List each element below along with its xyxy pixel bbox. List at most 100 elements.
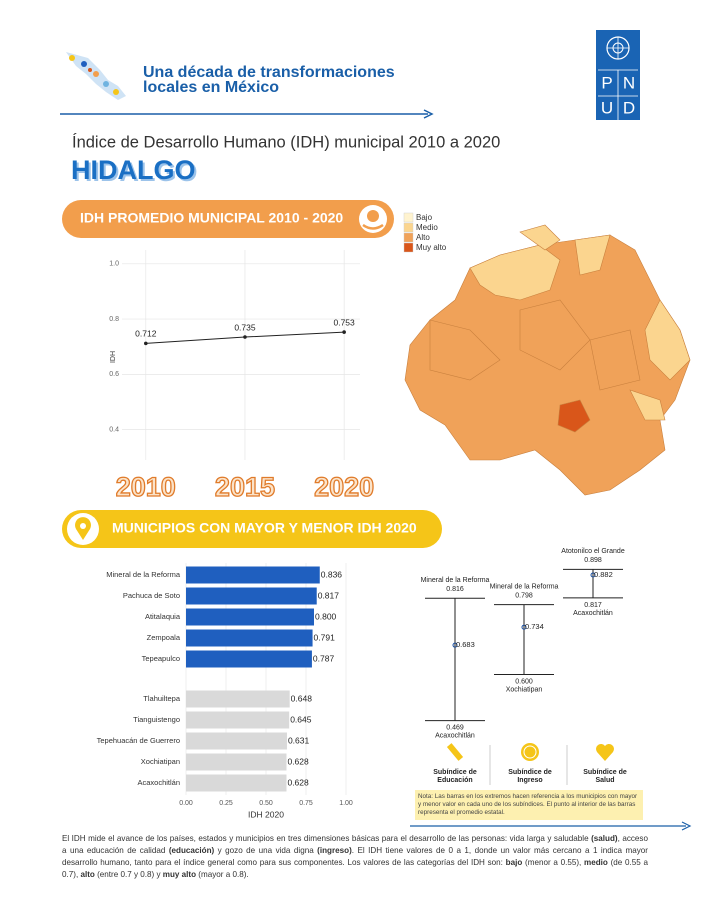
subtitle: Índice de Desarrollo Humano (IDH) munici… (72, 132, 500, 151)
footer-segment: (menor a 0.55), (522, 858, 585, 867)
bar (186, 753, 287, 771)
header-title: locales en México (143, 79, 279, 96)
banner-icon (367, 210, 379, 222)
note: Nota: Las barras en los extremos hacen r… (415, 790, 643, 820)
footer-segment: (mayor a 0.8). (196, 870, 249, 879)
value-label: 0.836 (321, 569, 343, 579)
footer-segment: bajo (505, 858, 523, 867)
min-name: Xochiatipan (506, 686, 543, 693)
x-axis-label: IDH 2020 (248, 809, 284, 819)
state-shadow: HIDALGO (73, 157, 198, 187)
bar (186, 732, 287, 750)
bar (186, 629, 313, 647)
logo-letter: U (601, 98, 613, 117)
data-point (144, 341, 148, 346)
footer-segment: (de 0.55 a 0.7), (62, 858, 648, 879)
data-label: 0.712 (135, 329, 157, 339)
min-value: 0.600 (515, 678, 533, 685)
max-name: Atotonilco el Grande (561, 548, 625, 555)
footer-segment: El IDH mide el avance de los países, est… (62, 834, 592, 843)
state-title: HIDALGO (71, 155, 196, 185)
bar (186, 690, 290, 708)
max-value: 0.898 (584, 557, 602, 564)
category-label: Xochiatipan (141, 757, 180, 766)
footer-segment: (entre 0.7 y 0.8) y (94, 870, 163, 879)
value-label: 0.628 (287, 756, 309, 766)
mean-label: 0.882 (594, 570, 613, 579)
subindex-label: Educación (437, 777, 472, 784)
banner-icon (362, 223, 384, 230)
footer-segment: (educación) (168, 846, 215, 855)
bar (186, 711, 290, 729)
value-label: 0.628 (287, 777, 309, 787)
bar (186, 650, 312, 668)
x-tick-label: 0.25 (219, 800, 233, 807)
subindex-icon (446, 743, 464, 761)
subindex-icon (596, 744, 614, 761)
data-point (243, 335, 247, 339)
mean-label: 0.683 (456, 640, 475, 649)
bar (186, 774, 287, 792)
min-name: Acaxochitlán (435, 733, 475, 740)
mean-label: 0.734 (525, 622, 544, 631)
category-label: Tianguistengo (133, 715, 180, 724)
section-banner (62, 510, 442, 548)
x-tick-label: 2015 (215, 472, 275, 502)
min-name: Acaxochitlán (573, 610, 613, 617)
pnud-logo (596, 30, 640, 120)
category-label: Atitalaquia (145, 612, 181, 621)
x-tick-label: 1.00 (339, 800, 353, 807)
value-label: 0.787 (313, 653, 335, 663)
value-label: 0.817 (318, 590, 340, 600)
bar (186, 587, 317, 605)
legend-swatch (403, 212, 414, 223)
subindex-label: Subíndice de (433, 769, 477, 776)
min-value: 0.817 (584, 602, 602, 609)
subindex-icon (523, 745, 537, 759)
data-point (342, 330, 346, 334)
data-label: 0.753 (333, 317, 355, 327)
y-tick-label: 1.0 (109, 261, 119, 268)
footer-segment: (ingreso) (317, 846, 352, 855)
logo-letter: P (601, 73, 612, 92)
header-title: Una década de transformaciones (143, 64, 395, 81)
footer-segment: alto (80, 870, 95, 879)
x-tick-label: 0.75 (299, 800, 313, 807)
y-tick-label: 0.6 (109, 371, 119, 378)
max-name: Mineral de la Reforma (421, 577, 490, 584)
value-label: 0.648 (291, 693, 313, 703)
footer-segment: y gozo de una vida digna (214, 846, 318, 855)
value-label: 0.791 (314, 632, 336, 642)
state-map (404, 224, 691, 496)
mean-point (452, 642, 458, 648)
footer-text: El IDH mide el avance de los países, est… (62, 833, 648, 881)
footer-segment: , acceso a una educación de calidad (62, 834, 648, 855)
category-label: Mineral de la Reforma (106, 570, 181, 579)
value-label: 0.800 (315, 611, 337, 621)
category-label: Tepehuacán de Guerrero (97, 736, 180, 745)
y-tick-label: 0.4 (109, 426, 119, 433)
category-label: Tlahuiltepa (143, 694, 181, 703)
x-tick-label: 2010 (116, 472, 176, 502)
data-label: 0.735 (234, 322, 256, 332)
category-label: Zempoala (147, 633, 181, 642)
legend-swatch (403, 242, 414, 253)
legend-label: Muy alto (416, 243, 447, 252)
mexico-logo (66, 52, 126, 100)
logo-letter: D (623, 98, 635, 117)
banner-icon (80, 523, 86, 529)
legend-label: Bajo (416, 213, 433, 222)
subindex-label: Subíndice de (508, 769, 552, 776)
value-label: 0.631 (288, 735, 310, 745)
max-name: Mineral de la Reforma (490, 583, 559, 590)
legend-swatch (403, 222, 414, 233)
section-banner (62, 200, 394, 238)
legend-swatch (403, 232, 414, 243)
subindex-label: Subíndice de (583, 769, 627, 776)
x-tick-label: 2020 (314, 472, 374, 502)
legend-label: Medio (416, 223, 438, 232)
header-arrow (423, 109, 434, 119)
